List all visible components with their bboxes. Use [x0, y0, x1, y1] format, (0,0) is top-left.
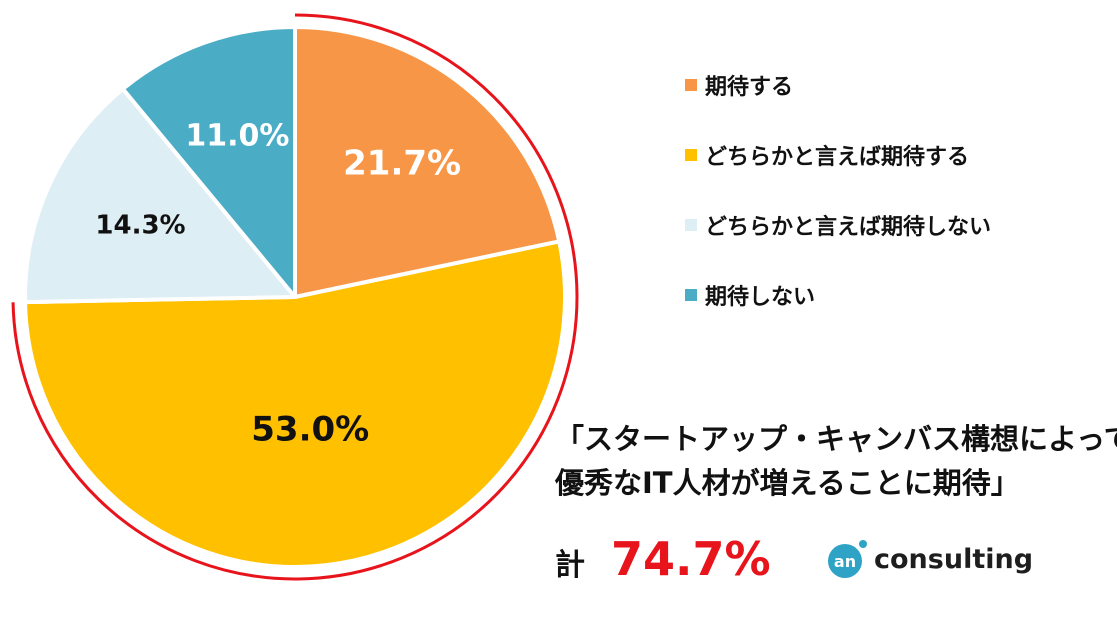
legend: 期待するどちらかと言えば期待する どちらかと言えば期待しない 期待しない — [685, 50, 991, 330]
pie-slice-2 — [23, 239, 567, 569]
logo-mark-icon: an — [828, 540, 867, 578]
total-label: 計 — [555, 548, 585, 583]
logo-mark-text: an — [834, 552, 856, 571]
legend-swatch — [685, 149, 697, 161]
legend-label: 期待する — [705, 75, 794, 100]
legend-swatch — [685, 79, 697, 91]
data-label-3: 14.3% — [95, 211, 185, 241]
legend-swatch — [685, 289, 697, 301]
pie-slice-3 — [23, 86, 297, 305]
callout-text: 「スタートアップ・キャンバス構想によって 優秀なIT人材が増えることに期待」 — [555, 418, 1117, 505]
callout-line-2: 優秀なIT人材が増えることに期待」 — [555, 465, 1020, 500]
legend-item-4: 期待しない — [685, 260, 991, 330]
logo-text: consulting — [874, 543, 1034, 575]
callout-line-1: 「スタートアップ・キャンバス構想によって — [555, 422, 1117, 456]
legend-label: 期待しない — [705, 285, 816, 310]
pie-slice-4 — [120, 25, 297, 299]
data-label-2: 53.0% — [251, 410, 369, 450]
legend-swatch — [685, 219, 697, 231]
total-summary: 計 74.7% — [555, 532, 771, 586]
data-label-1: 21.7% — [343, 143, 461, 183]
legend-item-3: どちらかと言えば期待しない — [685, 190, 991, 260]
legend-item-2: どちらかと言えば期待する — [685, 120, 991, 190]
data-label-4: 11.0% — [185, 119, 289, 154]
pie-slice-1 — [293, 25, 562, 299]
highlight-ring — [11, 13, 579, 581]
company-logo: an consulting — [826, 538, 1033, 580]
total-value: 74.7% — [611, 532, 771, 586]
legend-item-1: 期待する — [685, 50, 991, 120]
legend-label: どちらかと言えば期待しない — [705, 215, 992, 240]
legend-label: どちらかと言えば期待する — [705, 145, 970, 170]
